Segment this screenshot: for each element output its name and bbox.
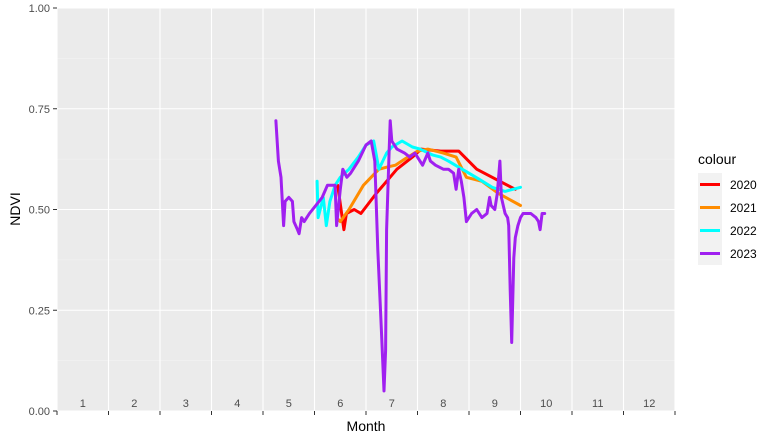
- series-line-2023: [274, 119, 547, 393]
- y-tick-label: 0.75: [29, 104, 50, 116]
- x-tick-label: 6: [337, 398, 343, 410]
- legend-label-2021: 2021: [730, 201, 757, 215]
- legend-label-2023: 2023: [730, 247, 757, 261]
- x-tick-label: 1: [80, 398, 86, 410]
- x-tick-label: 3: [183, 398, 189, 410]
- legend-label-2022: 2022: [730, 224, 757, 238]
- x-axis-title: Month: [347, 418, 386, 434]
- series-line-2022: [315, 139, 522, 228]
- y-tick-label: 0.50: [29, 205, 50, 217]
- x-tick-label: 2: [131, 398, 137, 410]
- x-tick-label: 9: [492, 398, 498, 410]
- legend: colour 2020 2021 2022 2023: [698, 151, 757, 265]
- y-tick-label: 0.25: [29, 305, 50, 317]
- x-tick-label: 7: [389, 398, 395, 410]
- legend-title: colour: [698, 151, 736, 167]
- x-tick-label: 4: [234, 398, 240, 410]
- x-tick-label: 5: [286, 398, 292, 410]
- x-tick-label: 11: [592, 398, 603, 410]
- x-tick-label: 8: [440, 398, 446, 410]
- y-axis-title: NDVI: [7, 192, 23, 225]
- y-tick-label: 0.00: [29, 406, 50, 418]
- axes: 0.000.250.500.751.001 2 3 4 5 6 7 8 9 10 11 12: [29, 3, 676, 418]
- y-tick-label: 1.00: [29, 3, 50, 15]
- x-tick-label: 12: [643, 398, 655, 410]
- series-lines: [274, 119, 547, 393]
- legend-label-2020: 2020: [730, 178, 757, 192]
- x-tick-label: 10: [540, 398, 552, 410]
